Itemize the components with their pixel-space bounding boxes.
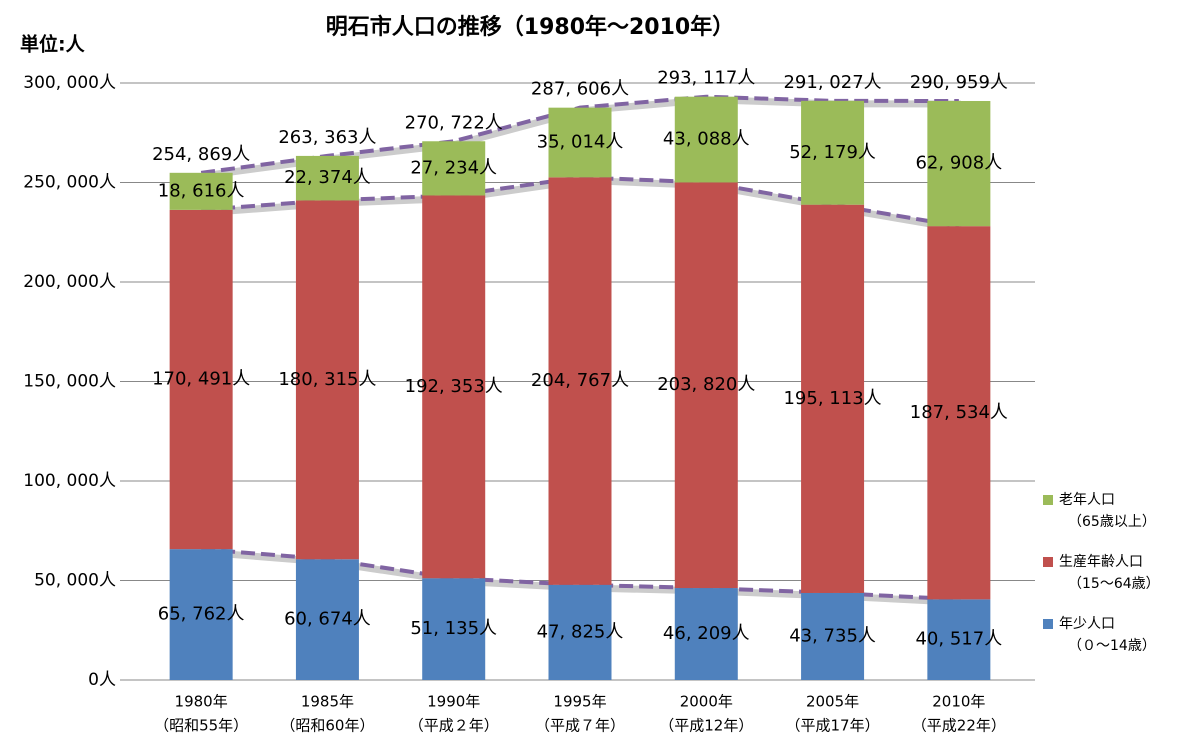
data-label: 51, 135人 <box>410 618 497 639</box>
data-label: 18, 616人 <box>158 180 245 201</box>
total-label: 254, 869人 <box>152 144 250 165</box>
total-label: 270, 722人 <box>405 112 503 133</box>
data-label: 47, 825人 <box>537 621 624 642</box>
legend-label: 年少人口 <box>1059 616 1115 632</box>
bar-segment <box>674 588 738 680</box>
y-tick-label: 250, 000人 <box>23 173 116 193</box>
bar-segment <box>169 172 233 210</box>
data-label: 35, 014人 <box>537 132 624 153</box>
x-tick-sublabel: （昭和60年） <box>280 717 374 735</box>
data-label: 22, 374人 <box>284 167 371 188</box>
legend-note: （15～64歳） <box>1068 576 1160 592</box>
data-label: 62, 908人 <box>915 153 1002 174</box>
bar-segment <box>674 96 738 183</box>
y-tick-label: 0人 <box>88 670 116 690</box>
data-label: 187, 534人 <box>910 402 1008 423</box>
data-label: 192, 353人 <box>405 376 503 397</box>
data-label: 52, 179人 <box>789 142 876 163</box>
legend-note: （65歳以上） <box>1068 514 1156 530</box>
total-label: 293, 117人 <box>657 68 755 89</box>
bar-segment <box>169 209 233 550</box>
bar-segment <box>927 226 991 600</box>
total-label: 291, 027人 <box>783 72 881 93</box>
x-tick-sublabel: （平成17年） <box>786 717 880 735</box>
x-tick-sublabel: （昭和55年） <box>154 717 248 735</box>
bar-segment <box>422 195 486 579</box>
bar-segment <box>295 200 359 560</box>
bar-segment <box>169 549 233 680</box>
total-label: 263, 363人 <box>278 127 376 148</box>
data-label: 43, 088人 <box>663 129 750 150</box>
bar-segment <box>927 599 991 680</box>
x-tick-label: 1995年 <box>553 693 606 711</box>
bar-segment <box>548 584 612 680</box>
bar-segment <box>801 100 865 205</box>
y-tick-label: 50, 000人 <box>34 571 116 591</box>
bar-segment <box>422 578 486 680</box>
data-label: 60, 674人 <box>284 609 371 630</box>
y-tick-label: 200, 000人 <box>23 272 116 292</box>
unit-label: 単位:人 <box>20 33 86 56</box>
total-label: 290, 959人 <box>910 72 1008 93</box>
x-tick-label: 2010年 <box>932 693 985 711</box>
data-label: 203, 820人 <box>657 374 755 395</box>
x-tick-sublabel: （平成12年） <box>659 717 753 735</box>
data-label: 195, 113人 <box>783 388 881 409</box>
data-label: 40, 517人 <box>915 629 1002 650</box>
bar-segment <box>548 177 612 585</box>
legend-swatch <box>1043 619 1053 629</box>
bar-segment <box>801 592 865 680</box>
legend-swatch <box>1043 495 1053 505</box>
data-label: 204, 767人 <box>531 370 629 391</box>
x-tick-sublabel: （平成22年） <box>912 717 1006 735</box>
legend-label: 老年人口 <box>1059 492 1115 508</box>
bar-segment <box>927 100 991 227</box>
x-tick-label: 2005年 <box>806 693 859 711</box>
y-tick-label: 100, 000人 <box>23 471 116 491</box>
bar-segment <box>295 559 359 680</box>
legend-label: 生産年齢人口 <box>1059 554 1143 570</box>
x-tick-sublabel: （平成７年） <box>535 717 625 735</box>
bar-segment <box>801 204 865 593</box>
data-label: 46, 209人 <box>663 623 750 644</box>
x-tick-label: 1985年 <box>301 693 354 711</box>
y-tick-label: 150, 000人 <box>23 372 116 392</box>
data-label: 27, 234人 <box>410 157 497 178</box>
x-tick-label: 1990年 <box>427 693 480 711</box>
data-label: 65, 762人 <box>158 604 245 625</box>
x-tick-label: 1980年 <box>175 693 228 711</box>
bar-segment <box>674 182 738 589</box>
legend-swatch <box>1043 557 1053 567</box>
x-tick-sublabel: （平成２年） <box>409 717 499 735</box>
chart-title: 明石市人口の推移（1980年～2010年） <box>326 14 734 40</box>
total-label: 287, 606人 <box>531 79 629 100</box>
data-label: 180, 315人 <box>278 369 376 390</box>
data-label: 43, 735人 <box>789 625 876 646</box>
legend-note: （０～14歳） <box>1068 638 1156 654</box>
y-tick-label: 300, 000人 <box>23 73 116 93</box>
bar-segment <box>548 107 612 178</box>
bar-segment <box>295 155 359 201</box>
x-tick-label: 2000年 <box>680 693 733 711</box>
data-label: 170, 491人 <box>152 368 250 389</box>
bar-segment <box>422 141 486 196</box>
